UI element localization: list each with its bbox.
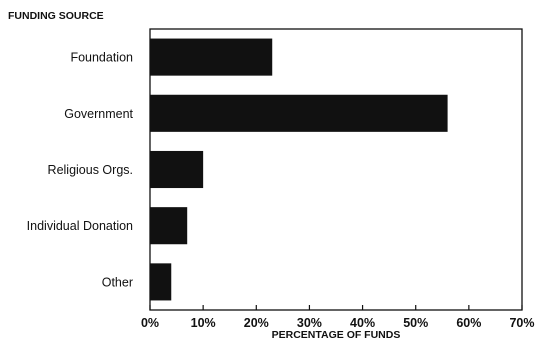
category-label-individual-donation: Individual Donation bbox=[27, 219, 133, 233]
bar-individual-donation bbox=[150, 207, 188, 245]
x-axis-title: PERCENTAGE OF FUNDS bbox=[272, 329, 401, 341]
category-labels: Foundation Government Religious Orgs. Indiv… bbox=[27, 51, 134, 290]
category-label-other: Other bbox=[102, 275, 133, 289]
bars-group bbox=[150, 38, 448, 301]
x-tick-label: 20% bbox=[244, 316, 269, 330]
bar-foundation bbox=[150, 38, 273, 76]
bar-government bbox=[150, 94, 448, 132]
x-tick-label: 10% bbox=[191, 316, 216, 330]
category-label-foundation: Foundation bbox=[70, 51, 133, 65]
bar-religious-orgs bbox=[150, 150, 204, 189]
x-tick-label: 60% bbox=[456, 316, 481, 330]
y-axis-title: FUNDING SOURCE bbox=[8, 10, 104, 22]
x-tick-label: 30% bbox=[297, 316, 322, 330]
bar-other bbox=[150, 263, 172, 301]
x-ticks bbox=[149, 305, 523, 310]
x-tick-label: 70% bbox=[509, 316, 534, 330]
x-tick-label: 0% bbox=[141, 316, 159, 330]
category-label-government: Government bbox=[64, 107, 133, 121]
x-tick-label: 50% bbox=[403, 316, 428, 330]
x-tick-labels: 0% 10% 20% 30% 40% 50% 60% 70% bbox=[141, 316, 535, 330]
x-tick-label: 40% bbox=[350, 316, 375, 330]
category-label-religious-orgs: Religious Orgs. bbox=[48, 163, 133, 177]
